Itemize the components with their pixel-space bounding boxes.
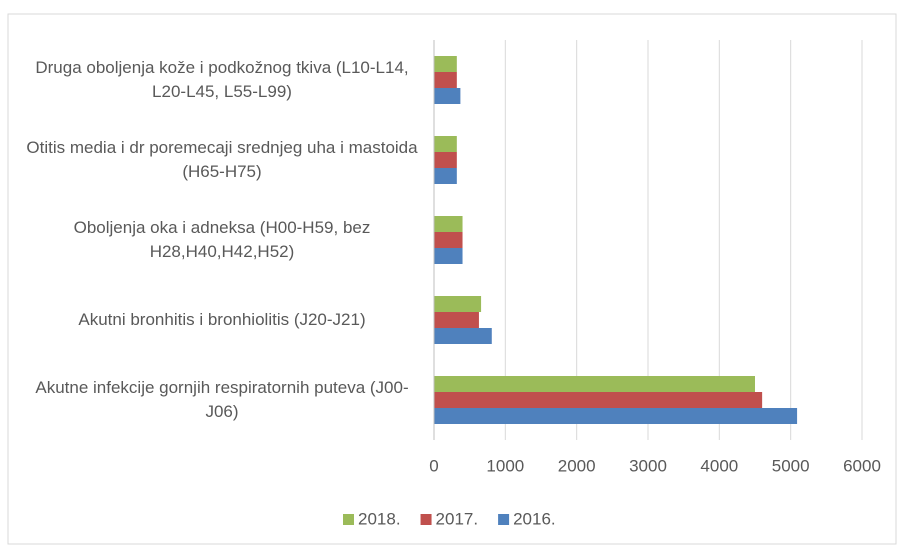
bar xyxy=(434,232,463,248)
bar xyxy=(434,168,457,184)
category-label: Otitis media i dr poremecaji srednjeg uh… xyxy=(26,138,418,181)
bar xyxy=(434,216,463,232)
x-tick-label: 6000 xyxy=(843,456,881,475)
legend-label: 2017. xyxy=(436,509,479,528)
x-tick-label: 1000 xyxy=(486,456,524,475)
bar xyxy=(434,136,457,152)
bar xyxy=(434,152,457,168)
category-label: Akutne infekcije gornjih respiratornih p… xyxy=(35,378,409,421)
bar xyxy=(434,312,479,328)
x-tick-label: 5000 xyxy=(772,456,810,475)
bar xyxy=(434,56,457,72)
legend-swatch xyxy=(420,514,432,525)
bar xyxy=(434,408,798,424)
bar xyxy=(434,296,482,312)
legend-swatch xyxy=(498,514,510,525)
category-label: Akutni bronhitis i bronhiolitis (J20-J21… xyxy=(78,310,366,329)
bar xyxy=(434,248,463,264)
x-tick-label: 0 xyxy=(429,456,438,475)
bar xyxy=(434,72,457,88)
bar xyxy=(434,328,492,344)
x-tick-label: 4000 xyxy=(700,456,738,475)
x-tick-label: 3000 xyxy=(629,456,667,475)
legend-label: 2016. xyxy=(513,509,556,528)
chart-border xyxy=(7,13,897,545)
legend-swatch xyxy=(343,514,354,525)
x-tick-label: 2000 xyxy=(558,456,596,475)
category-label: Druga oboljenja kože i podkožnog tkiva (… xyxy=(35,58,409,101)
bar xyxy=(434,88,461,104)
bar xyxy=(434,392,763,408)
bar xyxy=(434,376,755,392)
category-label: Oboljenja oka i adneksa (H00-H59, bez H2… xyxy=(73,218,371,261)
legend-label: 2018. xyxy=(358,509,401,528)
